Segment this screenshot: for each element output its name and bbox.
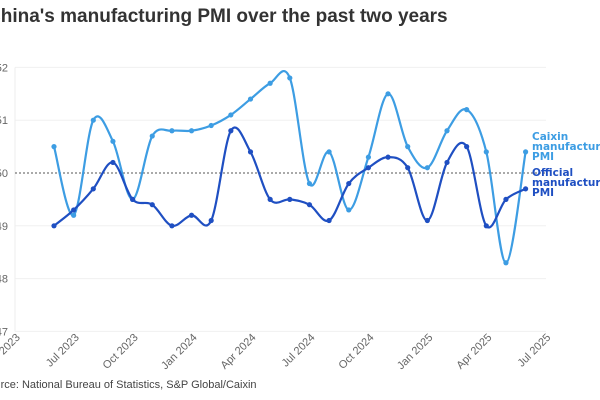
data-point: [267, 196, 273, 202]
data-point: [71, 212, 77, 218]
data-point: [424, 217, 430, 224]
data-point: [267, 80, 273, 86]
data-point: [130, 196, 136, 202]
x-tick-label: Jan 2024: [159, 332, 199, 372]
x-tick-label: Jul 2023: [44, 332, 82, 370]
data-point: [90, 117, 96, 123]
data-point: [523, 186, 529, 192]
data-point: [326, 217, 332, 224]
data-point: [149, 133, 155, 139]
data-point: [247, 96, 254, 102]
data-point: [169, 128, 175, 134]
data-point: [483, 149, 489, 155]
series-caixin: CaixinmanufacturingPMI: [51, 70, 600, 266]
data-point: [385, 154, 391, 160]
data-point: [90, 186, 96, 192]
data-point: [365, 165, 371, 171]
chart-title: China's manufacturing PMI over the past …: [0, 6, 448, 27]
series-label-line: manufacturing: [532, 141, 600, 153]
y-tick-label: 51: [0, 115, 8, 127]
series-label-line: PMI: [532, 151, 554, 163]
y-tick-label: 52: [0, 62, 8, 74]
x-tick-label: Apr 2024: [219, 332, 259, 372]
data-point: [51, 144, 57, 150]
data-point: [346, 180, 352, 187]
data-point: [287, 75, 293, 81]
data-point: [464, 144, 470, 150]
data-point: [287, 196, 293, 202]
data-point: [483, 223, 489, 229]
data-point: [503, 260, 509, 266]
data-point: [326, 149, 332, 155]
data-point: [208, 122, 214, 129]
data-point: [110, 159, 116, 166]
data-point: [110, 138, 116, 144]
series-line: [53, 126, 527, 229]
x-tick-label: Jul 2024: [280, 332, 318, 370]
data-point: [306, 180, 313, 187]
series-label: CaixinmanufacturingPMI: [532, 131, 600, 163]
data-point: [365, 154, 371, 160]
data-point: [503, 196, 509, 202]
data-point: [385, 91, 391, 97]
data-point: [464, 107, 470, 113]
data-point: [405, 144, 411, 150]
data-point: [169, 223, 175, 229]
data-point: [424, 165, 430, 171]
data-point: [346, 207, 352, 213]
x-tick-label: Jan 2025: [395, 332, 435, 372]
data-point: [71, 207, 77, 213]
data-point: [228, 112, 234, 118]
x-tick-label: Jul 2025: [515, 332, 553, 370]
series-label-line: Caixin: [532, 131, 568, 143]
y-tick-label: 47: [0, 326, 8, 338]
y-tick-label: 50: [0, 168, 8, 180]
data-point: [444, 159, 450, 166]
series-official: OfficialmanufacturingPMI: [51, 126, 600, 229]
data-point: [208, 217, 214, 224]
x-tick-label: Oct 2024: [336, 332, 376, 372]
series-label-line: manufacturing: [532, 177, 600, 189]
data-point: [444, 128, 450, 134]
source-note: Source: National Bureau of Statistics, S…: [0, 379, 257, 391]
data-point: [523, 149, 529, 155]
y-tick-label: 49: [0, 221, 8, 233]
series-label: OfficialmanufacturingPMI: [532, 167, 600, 199]
x-tick-label: Oct 2023: [101, 332, 141, 372]
data-point: [247, 149, 254, 155]
data-point: [228, 128, 234, 134]
series-label-line: PMI: [532, 187, 554, 199]
data-point: [149, 202, 155, 208]
data-point: [405, 165, 411, 171]
data-point: [306, 202, 313, 208]
x-tick-label: Apr 2025: [454, 332, 494, 372]
series-line: [52, 70, 527, 264]
data-point: [51, 223, 57, 229]
y-tick-label: 48: [0, 274, 8, 286]
data-point: [188, 128, 195, 134]
series-label-line: Official: [532, 167, 573, 179]
data-point: [188, 212, 195, 218]
